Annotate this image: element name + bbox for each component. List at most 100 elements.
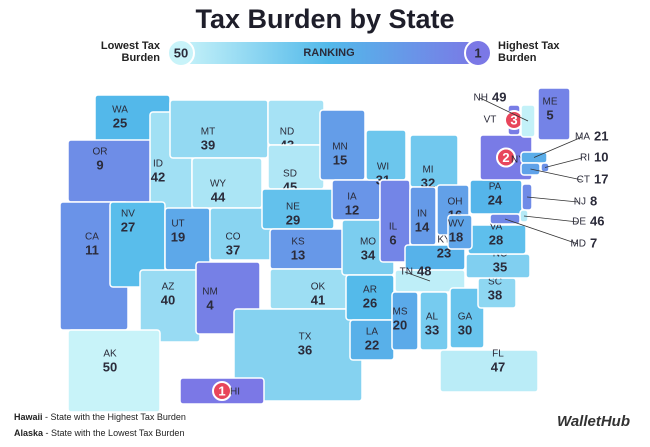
state-abbr: PA (489, 182, 502, 193)
state-rank: 30 (458, 322, 472, 337)
state-rank: 37 (226, 242, 240, 257)
state-rank: 20 (393, 317, 407, 332)
state-abbr: SD (283, 169, 297, 180)
state-rank: 21 (594, 128, 608, 143)
legend-low-rank: 50 (174, 45, 188, 60)
state-abbr: WY (210, 179, 226, 190)
state-abbr: KS (291, 237, 305, 248)
state (67, 139, 154, 203)
state-rank: 49 (492, 89, 506, 104)
state-abbr: NM (202, 287, 218, 298)
state-abbr: TX (299, 332, 312, 343)
state-rank: 22 (365, 337, 379, 352)
state-rank: 8 (590, 193, 597, 208)
legend-low-dot (167, 39, 195, 67)
state-abbr: ND (280, 127, 294, 138)
state-rank: 6 (389, 232, 396, 247)
state (169, 99, 269, 159)
state-abbr: GA (458, 312, 473, 323)
state-abbr: WV (448, 219, 464, 230)
state (269, 228, 345, 270)
state-rank: 10 (594, 149, 608, 164)
note: Alaska - State with the Lowest Tax Burde… (14, 428, 184, 438)
legend-bar (180, 42, 478, 64)
state-rank: 9 (96, 157, 103, 172)
state-abbr: ID (153, 159, 163, 170)
state-abbr: OK (311, 282, 326, 293)
state-rank: 12 (345, 202, 359, 217)
top-rank-badge (212, 381, 232, 401)
state-abbr: NH (474, 93, 488, 104)
state (439, 349, 539, 393)
state-rank: 48 (417, 263, 431, 278)
state-rank: 19 (171, 229, 185, 244)
state-rank: 1 (218, 383, 225, 398)
state-abbr: WA (112, 105, 128, 116)
leader-line (479, 97, 529, 122)
state (191, 157, 263, 209)
state-rank: 5 (546, 107, 553, 122)
state-rank: 27 (121, 219, 135, 234)
state-rank: 39 (201, 137, 215, 152)
state-abbr: CA (85, 232, 99, 243)
state-abbr: NE (286, 202, 300, 213)
state-abbr: FL (492, 349, 504, 360)
legend-high-label: Highest Tax Burden (498, 40, 560, 64)
state-rank: 24 (488, 192, 503, 207)
state-rank: 42 (151, 169, 165, 184)
state-abbr: VA (490, 222, 503, 233)
leader-line (404, 271, 431, 282)
state-rank: 18 (449, 229, 463, 244)
state-rank: 44 (211, 189, 226, 204)
state-abbr: ME (543, 97, 558, 108)
state-rank: 28 (489, 232, 503, 247)
state-rank: 11 (85, 242, 99, 257)
title: Tax Burden by State (195, 4, 455, 34)
state-rank: 3 (510, 112, 517, 127)
leader-line (526, 196, 579, 203)
state-abbr: UT (171, 219, 184, 230)
brand: WalletHub (556, 413, 630, 430)
leader-line (523, 215, 579, 223)
legend-high-rank: 1 (474, 45, 481, 60)
state-rank: 50 (103, 359, 117, 374)
state-abbr: AZ (162, 282, 175, 293)
note: Hawaii - State with the Highest Tax Burd… (14, 412, 186, 422)
state-abbr: CT (577, 175, 590, 186)
state-abbr: AK (103, 349, 117, 360)
state-abbr: MT (201, 127, 215, 138)
state-abbr: MS (393, 307, 408, 318)
state-rank: 34 (361, 247, 376, 262)
legend-high-dot (464, 39, 492, 67)
state-abbr: MO (360, 237, 376, 248)
leader-line (544, 157, 583, 168)
state-abbr: IL (389, 222, 398, 233)
state-abbr: OR (93, 147, 108, 158)
top-rank-badge (496, 147, 516, 168)
state (419, 291, 449, 351)
state-abbr: VT (484, 115, 497, 126)
state-rank: 36 (298, 342, 312, 357)
state-rank: 14 (415, 219, 430, 234)
state-abbr: MI (422, 165, 433, 176)
state-rank: 13 (291, 247, 305, 262)
state-abbr: AR (363, 285, 377, 296)
state-rank: 46 (590, 213, 604, 228)
state-rank: 7 (590, 235, 597, 250)
state-rank: 35 (493, 259, 507, 274)
state (447, 214, 473, 250)
state-rank: 38 (488, 287, 502, 302)
state (391, 291, 419, 351)
note-text: - State with the Highest Tax Burden (42, 412, 186, 422)
state-abbr: SC (488, 277, 502, 288)
state-abbr: RI (580, 153, 590, 164)
state-rank: 29 (286, 212, 300, 227)
state-abbr: KY (437, 235, 451, 246)
state-rank: 26 (363, 295, 377, 310)
leader-line (530, 168, 583, 181)
state-rank: 47 (491, 359, 505, 374)
states: WA25OR9CA11ID42NV27MT39WY44UT19AZ40CO37N… (59, 87, 608, 413)
state-abbr: HI (230, 387, 240, 398)
